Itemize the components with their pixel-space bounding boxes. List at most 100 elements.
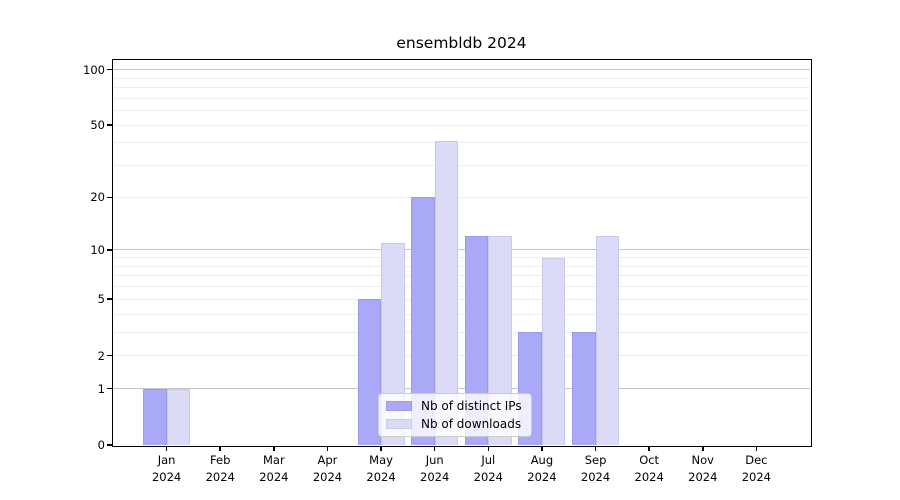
y-tick-100: [106, 68, 112, 71]
year-label-jul: 2024: [473, 469, 503, 484]
legend-label-distinct-ips: Nb of distinct IPs: [421, 399, 522, 413]
minor-gridline-3: [113, 331, 810, 333]
month-label-jan: Jan: [157, 453, 176, 467]
x-tick-label-feb: Feb 2024: [190, 452, 250, 485]
major-gridline-1: [113, 388, 810, 390]
year-label-mar: 2024: [259, 469, 289, 484]
y-tick-label-20: 20: [90, 190, 105, 205]
bar-jan-downloads: [166, 388, 191, 445]
y-tick-label-2: 2: [97, 348, 105, 363]
x-tick-label-nov: Nov 2024: [673, 452, 733, 485]
major-gridline-10: [113, 249, 810, 251]
legend-swatch-downloads: [386, 419, 412, 429]
year-label-jan: 2024: [151, 469, 182, 484]
bar-jul-downloads: [488, 236, 512, 445]
month-label-may: May: [369, 453, 393, 467]
month-label-dec: Dec: [745, 453, 768, 467]
bar-aug-downloads: [541, 257, 566, 445]
minor-gridline-6: [113, 286, 810, 288]
minor-gridline-4: [113, 313, 810, 315]
x-tick-nov: [702, 446, 704, 451]
x-tick-feb: [219, 446, 221, 451]
minor-gridline-80: [113, 87, 810, 88]
y-tick-10: [106, 249, 112, 251]
x-tick-jan: [165, 446, 168, 451]
bar-jul-distinct-ips: [464, 236, 489, 445]
x-tick-may: [380, 446, 382, 451]
x-tick-label-apr: Apr 2024: [297, 452, 357, 485]
year-label-feb: 2024: [205, 469, 235, 484]
x-tick-label-dec: Dec 2024: [726, 452, 786, 485]
bar-may-distinct-ips: [357, 299, 382, 445]
year-label-may: 2024: [366, 469, 396, 484]
month-label-nov: Nov: [691, 453, 714, 467]
major-gridline-100: [113, 69, 810, 71]
minor-gridline-2: [113, 355, 810, 357]
x-tick-jul: [487, 446, 490, 451]
y-tick-20: [106, 196, 112, 199]
y-tick-label-100: 100: [83, 62, 105, 77]
x-tick-mar: [273, 446, 275, 451]
x-tick-label-jul: Jul 2024: [458, 452, 518, 485]
month-label-aug: Aug: [530, 453, 554, 467]
month-label-jul: Jul: [481, 453, 496, 467]
legend: Nb of distinct IPs Nb of downloads: [378, 393, 532, 437]
year-label-aug: 2024: [527, 469, 557, 484]
month-label-oct: Oct: [639, 453, 660, 467]
minor-gridline-70: [113, 97, 810, 99]
minor-gridline-50: [113, 124, 810, 126]
bar-jun-distinct-ips: [411, 197, 435, 445]
y-tick-label-10: 10: [90, 242, 105, 257]
y-tick-label-5: 5: [97, 292, 105, 307]
year-label-nov: 2024: [688, 469, 718, 484]
y-tick-label-1: 1: [97, 381, 105, 396]
minor-gridline-8: [113, 265, 810, 267]
x-tick-oct: [648, 446, 650, 451]
year-label-sep: 2024: [580, 469, 611, 484]
bar-sep-downloads: [595, 236, 620, 445]
legend-swatch-distinct-ips: [386, 401, 412, 411]
month-label-mar: Mar: [262, 453, 285, 467]
month-label-feb: Feb: [210, 453, 231, 467]
month-label-apr: Apr: [317, 453, 338, 467]
minor-gridline-90: [113, 77, 810, 79]
bar-jun-downloads: [434, 140, 459, 445]
x-tick-label-mar: Mar 2024: [244, 452, 304, 485]
minor-gridline-60: [113, 110, 810, 112]
bar-jan-distinct-ips: [143, 388, 167, 445]
x-tick-apr: [326, 446, 329, 451]
x-tick-label-sep: Sep 2024: [566, 452, 626, 485]
y-tick-1: [106, 387, 112, 390]
x-tick-label-may: May 2024: [351, 452, 411, 485]
x-tick-jun: [433, 446, 436, 451]
x-tick-label-oct: Oct 2024: [619, 452, 679, 485]
month-label-sep: Sep: [584, 453, 607, 467]
y-tick-50: [106, 124, 112, 126]
minor-gridline-30: [113, 165, 810, 167]
year-label-dec: 2024: [741, 469, 772, 484]
minor-gridline-9: [113, 257, 810, 259]
x-tick-sep: [594, 446, 597, 451]
minor-gridline-40: [113, 142, 810, 144]
y-tick-5: [106, 298, 112, 300]
x-tick-label-jan: Jan 2024: [137, 452, 197, 485]
minor-gridline-5: [113, 298, 810, 300]
x-tick-label-aug: Aug 2024: [512, 452, 572, 485]
minor-gridline-20: [113, 196, 810, 198]
y-tick-label-0: 0: [97, 438, 105, 452]
legend-item-downloads: Nb of downloads: [386, 417, 522, 431]
x-tick-label-jun: Jun 2024: [405, 452, 465, 485]
y-tick-0: [106, 444, 112, 446]
x-tick-dec: [755, 446, 758, 451]
year-label-oct: 2024: [634, 469, 664, 484]
bar-sep-distinct-ips: [572, 332, 596, 445]
y-tick-label-50: 50: [90, 118, 105, 133]
chart-title: ensembldb 2024: [396, 34, 527, 52]
legend-item-distinct-ips: Nb of distinct IPs: [386, 399, 522, 413]
legend-label-downloads: Nb of downloads: [421, 417, 522, 431]
minor-gridline-7: [113, 275, 810, 277]
month-label-jun: Jun: [425, 453, 444, 467]
x-tick-aug: [541, 446, 543, 451]
y-tick-2: [106, 354, 112, 357]
